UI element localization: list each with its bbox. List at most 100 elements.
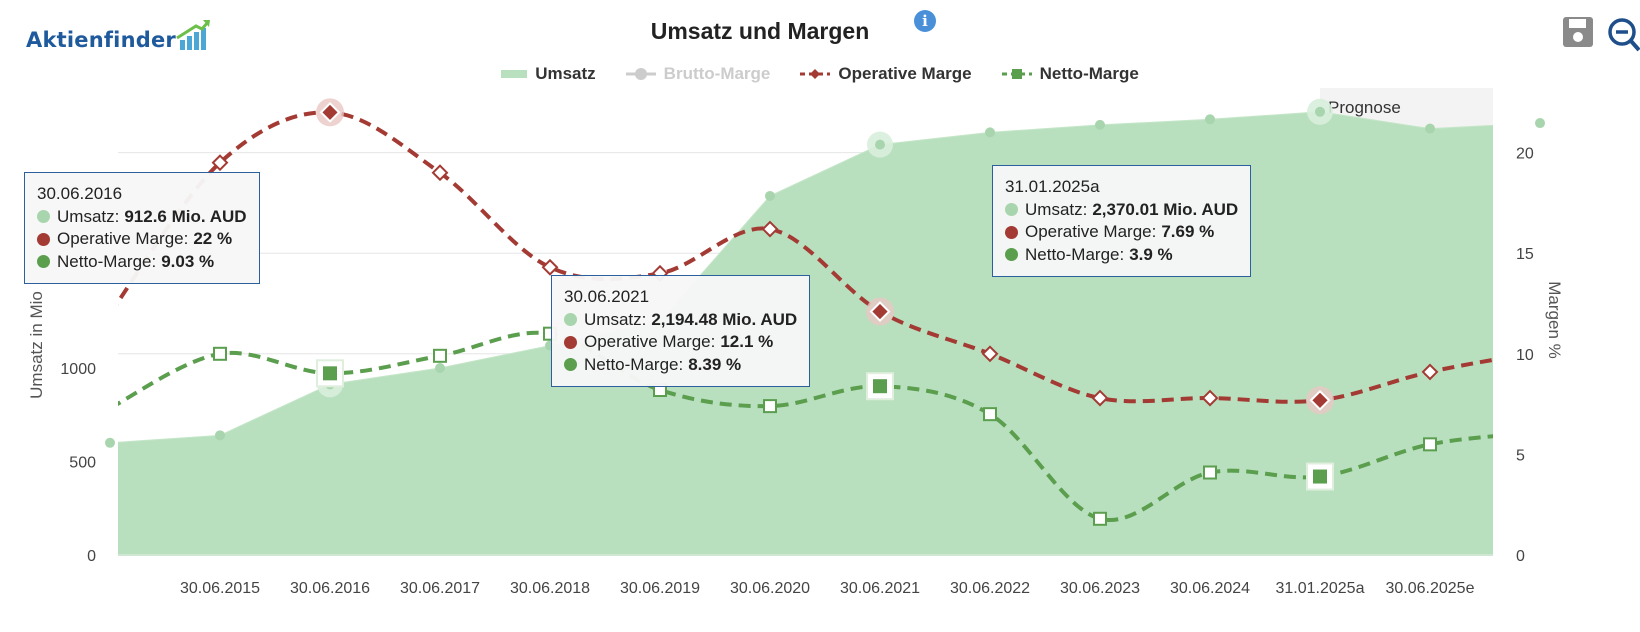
- tooltip-date: 31.01.2025a: [1005, 177, 1100, 196]
- zoom-out-icon[interactable]: [1606, 16, 1640, 57]
- x-tick-label: 30.06.2016: [290, 580, 370, 597]
- operative-marge-point[interactable]: [869, 301, 891, 322]
- operative-marge-point[interactable]: [431, 164, 449, 182]
- legend-brutto-label: Brutto-Marge: [663, 64, 771, 83]
- operative-marge-point[interactable]: [541, 258, 559, 276]
- y-right-tick-label: 5: [1516, 447, 1525, 464]
- umsatz-dot-icon: [564, 313, 577, 327]
- umsatz-point[interactable]: [875, 139, 885, 150]
- legend-brutto-marge[interactable]: Brutto-Marge: [625, 64, 771, 84]
- legend-netto-marge[interactable]: Netto-Marge: [1001, 64, 1139, 84]
- umsatz-point[interactable]: [1315, 106, 1325, 117]
- umsatz-point[interactable]: [765, 190, 775, 201]
- tooltip-row-netto: Netto-Marge: 3.9 %: [1005, 244, 1238, 267]
- umsatz-dot-icon: [1005, 203, 1018, 217]
- tooltip-row-umsatz: Umsatz: 2,194.48 Mio. AUD: [564, 309, 797, 332]
- tooltip-date: 30.06.2021: [564, 287, 650, 306]
- tooltip-31-01-2025a: 31.01.2025a Umsatz: 2,370.01 Mio. AUD Ope…: [992, 165, 1252, 277]
- operative-marge-point[interactable]: [1091, 389, 1109, 407]
- x-tick-label: 30.06.2019: [620, 580, 700, 597]
- legend-operative-marge[interactable]: Operative Marge: [800, 64, 972, 84]
- umsatz-point[interactable]: [985, 127, 995, 138]
- legend-umsatz-swatch: [501, 70, 528, 78]
- tooltip-label: Umsatz:: [57, 206, 120, 226]
- netto-marge-point[interactable]: [1423, 437, 1437, 452]
- operative-marge-point[interactable]: [211, 154, 229, 172]
- legend-operative-swatch: [800, 69, 831, 79]
- netto-dot-icon: [37, 255, 50, 269]
- operative-marge-point[interactable]: [761, 220, 779, 238]
- axes: 30.06.2015 30.06.2016 30.06.2017 30.06.2018…: [27, 146, 1564, 597]
- umsatz-point[interactable]: [105, 437, 115, 448]
- data-markers[interactable]: [105, 98, 1545, 526]
- tooltip-value: 2,370.01 Mio. AUD: [1092, 199, 1239, 219]
- x-tick-label: 30.06.2018: [510, 580, 590, 597]
- x-tick-label: 30.06.2025e: [1386, 580, 1475, 597]
- netto-marge-point[interactable]: [983, 407, 997, 422]
- umsatz-point[interactable]: [1535, 118, 1545, 129]
- y-right-tick-label: 20: [1516, 146, 1534, 163]
- tooltip-row-netto: Netto-Marge: 8.39 %: [564, 354, 797, 377]
- x-tick-label: 30.06.2017: [400, 580, 480, 597]
- tooltip-row-umsatz: Umsatz: 912.6 Mio. AUD: [37, 206, 247, 229]
- netto-dot-icon: [564, 358, 577, 372]
- legend-operative-label: Operative Marge: [838, 64, 972, 83]
- tooltip-row-netto: Netto-Marge: 9.03 %: [37, 251, 247, 274]
- x-tick-label: 30.06.2023: [1060, 580, 1140, 597]
- aktienfinder-logo[interactable]: Aktienfinder: [26, 18, 212, 52]
- logo-text: Aktienfinder: [26, 28, 176, 52]
- x-tick-label: 31.01.2025a: [1276, 580, 1365, 597]
- x-tick-label: 30.06.2024: [1170, 580, 1250, 597]
- tooltip-date: 30.06.2016: [37, 184, 123, 203]
- operative-marge-point[interactable]: [1421, 363, 1439, 381]
- y-left-tick-label: 1000: [60, 361, 96, 378]
- netto-marge-point[interactable]: [433, 348, 447, 363]
- netto-marge-point[interactable]: [321, 364, 339, 383]
- operative-marge-point[interactable]: [319, 101, 341, 123]
- tooltip-label: Netto-Marge:: [1025, 244, 1125, 264]
- tooltip-value: 12.1 %: [720, 332, 774, 351]
- legend-umsatz[interactable]: Umsatz: [501, 64, 596, 84]
- operative-dot-icon: [564, 335, 577, 349]
- x-tick-label: 30.06.2021: [840, 580, 920, 597]
- tooltip-value: 22 %: [193, 229, 233, 248]
- operative-marge-point[interactable]: [1309, 389, 1331, 411]
- netto-marge-point[interactable]: [1093, 511, 1107, 526]
- umsatz-point[interactable]: [435, 363, 445, 373]
- netto-marge-point[interactable]: [763, 399, 777, 414]
- x-tick-label: 30.06.2015: [180, 580, 260, 597]
- info-icon[interactable]: i: [914, 10, 936, 32]
- tooltip-row-operative: Operative Marge: 7.69 %: [1005, 221, 1238, 244]
- umsatz-point[interactable]: [1095, 119, 1105, 130]
- forecast-label: Prognose: [1328, 98, 1401, 117]
- umsatz-point[interactable]: [1425, 123, 1435, 134]
- tooltip-label: Netto-Marge:: [57, 251, 157, 271]
- operative-marge-point[interactable]: [981, 345, 999, 363]
- save-icon[interactable]: [1562, 16, 1594, 53]
- netto-marge-point[interactable]: [871, 377, 889, 396]
- y-right-axis-title: Margen %: [1545, 281, 1564, 358]
- tooltip-value: 2,194.48 Mio. AUD: [651, 309, 798, 329]
- tooltip-value: 9.03 %: [161, 251, 215, 271]
- y-right-tick-label: 15: [1516, 246, 1534, 263]
- netto-marge-point[interactable]: [213, 346, 227, 361]
- chart-legend: Umsatz Brutto-Marge Operative Marge Nett…: [0, 64, 1640, 84]
- umsatz-point[interactable]: [215, 430, 225, 441]
- legend-umsatz-label: Umsatz: [535, 64, 596, 83]
- tooltip-row-umsatz: Umsatz: 2,370.01 Mio. AUD: [1005, 199, 1238, 222]
- tooltip-value: 7.69 %: [1161, 222, 1215, 241]
- netto-marge-point[interactable]: [1311, 467, 1329, 486]
- y-left-tick-label: 500: [69, 455, 96, 472]
- operative-marge-point[interactable]: [1201, 389, 1219, 407]
- legend-netto-label: Netto-Marge: [1039, 64, 1139, 83]
- chart-title: Umsatz und Margen: [650, 18, 870, 44]
- tooltip-30-06-2016: 30.06.2016 Umsatz: 912.6 Mio. AUD Operati…: [24, 172, 260, 284]
- y-right-tick-label: 0: [1516, 548, 1525, 565]
- legend-brutto-swatch: [625, 68, 656, 80]
- tooltip-row-operative: Operative Marge: 12.1 %: [564, 331, 797, 354]
- tooltip-label: Operative Marge:: [57, 229, 189, 248]
- tooltip-label: Umsatz:: [584, 309, 647, 329]
- umsatz-point[interactable]: [1205, 114, 1215, 125]
- netto-marge-point[interactable]: [1203, 465, 1217, 480]
